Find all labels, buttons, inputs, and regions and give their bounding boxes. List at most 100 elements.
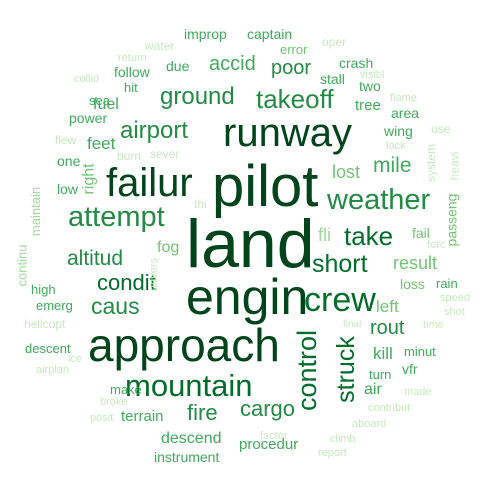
word-turn: turn [369, 367, 392, 382]
word-mountain: mountain [125, 368, 253, 403]
word-sever: sever [150, 147, 180, 161]
word-improp: improp [184, 26, 227, 42]
word-fail: fail [412, 225, 430, 241]
word-aboard: aboard [352, 418, 387, 430]
word-takeoff: takeoff [256, 84, 334, 114]
word-factor: factor [260, 430, 288, 442]
word-speed: speed [440, 292, 470, 304]
word-land: land [186, 206, 315, 282]
word-result: result [393, 253, 438, 273]
word-instrument: instrument [154, 449, 220, 465]
word-rain: rain [436, 276, 458, 291]
word-report: report [318, 447, 347, 459]
word-fli: fli [318, 225, 331, 245]
word-two: two [359, 78, 381, 94]
word-follow: follow [114, 64, 150, 80]
word-approach: approach [88, 319, 280, 371]
word-feet: feet [87, 134, 116, 153]
word-thi: thi [194, 197, 207, 211]
word-posit: posit [90, 412, 114, 424]
word-final: final [343, 319, 362, 330]
word-made: made [404, 386, 432, 398]
word-continu: continu [14, 244, 30, 287]
word-due: due [166, 58, 190, 74]
word-wing: wing [384, 123, 413, 139]
word-struck: struck [331, 336, 360, 403]
word-weather: weather [327, 184, 431, 216]
word-descent: descent [25, 341, 71, 356]
word-kill: kill [373, 344, 393, 363]
word-fuel: fuel [93, 96, 119, 113]
word-power: power [69, 110, 108, 126]
word-hit: hit [124, 80, 138, 95]
word-shot: shot [444, 306, 465, 318]
word-flame: flame [390, 92, 417, 104]
word-advers: advers [148, 257, 161, 292]
word-area: area [391, 105, 420, 121]
word-vfr: vfr [402, 361, 418, 377]
word-time: time [423, 319, 444, 331]
word-sea: sea [89, 93, 110, 108]
word-return: return [118, 52, 147, 64]
word-high: high [31, 282, 56, 297]
word-system: system [424, 143, 439, 183]
word-minut: minut [404, 344, 436, 359]
word-caus: caus [91, 293, 140, 319]
word-runway: runway [223, 111, 352, 155]
word-left: left [376, 297, 399, 316]
word-crash: crash [339, 55, 374, 71]
word-forc: forc [427, 239, 446, 251]
word-control: control [292, 329, 323, 412]
word-use: use [431, 122, 451, 136]
word-water: water [145, 39, 175, 53]
word-broke: broke [100, 396, 128, 408]
word-failur: failur [106, 161, 193, 205]
word-heavi: heavi [447, 151, 462, 181]
word-loss: loss [400, 276, 425, 292]
word-visibl: visibl [360, 69, 385, 81]
word-helicopt: helicopt [24, 317, 66, 331]
word-low: low [57, 181, 79, 197]
word-oper: oper [322, 35, 347, 49]
word-collid: collid [74, 73, 100, 85]
word-contribut: contribut [368, 402, 411, 414]
word-terrain: terrain [121, 408, 164, 425]
word-air: air [364, 381, 382, 398]
word-ground: ground [160, 83, 235, 110]
word-attempt: attempt [68, 201, 165, 233]
word-captain: captain [247, 26, 293, 42]
word-error: error [280, 42, 308, 57]
word-fire: fire [187, 400, 218, 425]
word-descend: descend [161, 430, 222, 447]
word-pilot: pilot [212, 154, 319, 219]
word-tree: tree [355, 97, 381, 114]
word-mile: mile [373, 154, 412, 177]
word-right: right [80, 163, 98, 195]
word-airport: airport [120, 117, 189, 144]
word-short: short [312, 250, 368, 278]
word-passeng: passeng [443, 193, 460, 247]
word-ice: ice [68, 353, 83, 365]
word-accid: accid [209, 53, 256, 75]
word-altitud: altitud [67, 247, 124, 270]
word-emerg: emerg [36, 298, 73, 313]
word-lack: lack [386, 140, 406, 152]
word-climb: climb [330, 433, 356, 445]
word-poor: poor [271, 57, 312, 79]
word-procedur: procedur [239, 436, 299, 453]
word-take: take [344, 221, 394, 251]
word-rout: rout [370, 317, 405, 339]
word-flew: flew [55, 133, 77, 147]
word-burn: burn [117, 149, 142, 163]
word-make: make [110, 382, 142, 397]
word-cargo: cargo [240, 396, 296, 421]
word-airplan: airplan [36, 364, 70, 376]
word-engin: engin [186, 269, 309, 325]
word-one: one [57, 153, 81, 169]
word-crew: crew [304, 281, 376, 319]
word-lost: lost [332, 162, 361, 182]
word-condit: condit [97, 270, 156, 295]
word-maintain: maintain [28, 186, 44, 237]
word-fog: fog [157, 239, 180, 256]
word-stall: stall [320, 71, 345, 87]
